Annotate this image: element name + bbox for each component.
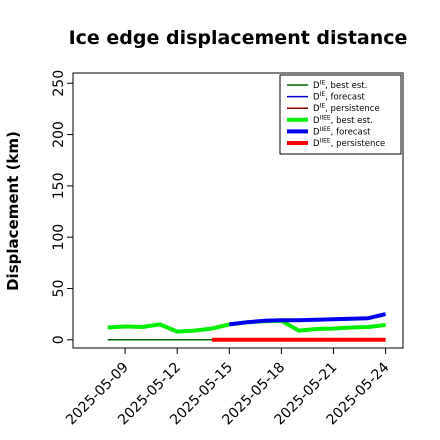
legend-entry-2: DIE, persistence [313, 103, 380, 115]
legend-box [279, 74, 402, 155]
y-axis: 0 50 100 150 200 250 [51, 70, 73, 344]
series-line-4 [229, 312, 387, 327]
legend-entry-4: DIIEE, forecast [313, 126, 371, 138]
legend-entry-5: DIIEE, persistence [313, 138, 385, 150]
legend-entry-3: DIIEE, best est. [313, 114, 373, 126]
y-tick-label: 250 [51, 70, 67, 97]
x-axis: 2025-05-092025-05-122025-05-152025-05-18… [63, 348, 393, 428]
legend-entry-1: DIE, forecast [313, 91, 366, 103]
y-tick-label: 200 [51, 121, 67, 148]
series-group [107, 312, 387, 342]
y-tick-label: 50 [51, 280, 67, 298]
y-tick-label: 0 [51, 335, 67, 344]
chart-title: Ice edge displacement distance [69, 27, 408, 49]
y-tick-label: 150 [51, 173, 67, 200]
y-axis-label: Displacement (km) [4, 131, 22, 291]
y-tick-label: 100 [51, 224, 67, 251]
plot-area [72, 72, 404, 349]
legend-entry-0: DIE, best est. [313, 80, 367, 92]
